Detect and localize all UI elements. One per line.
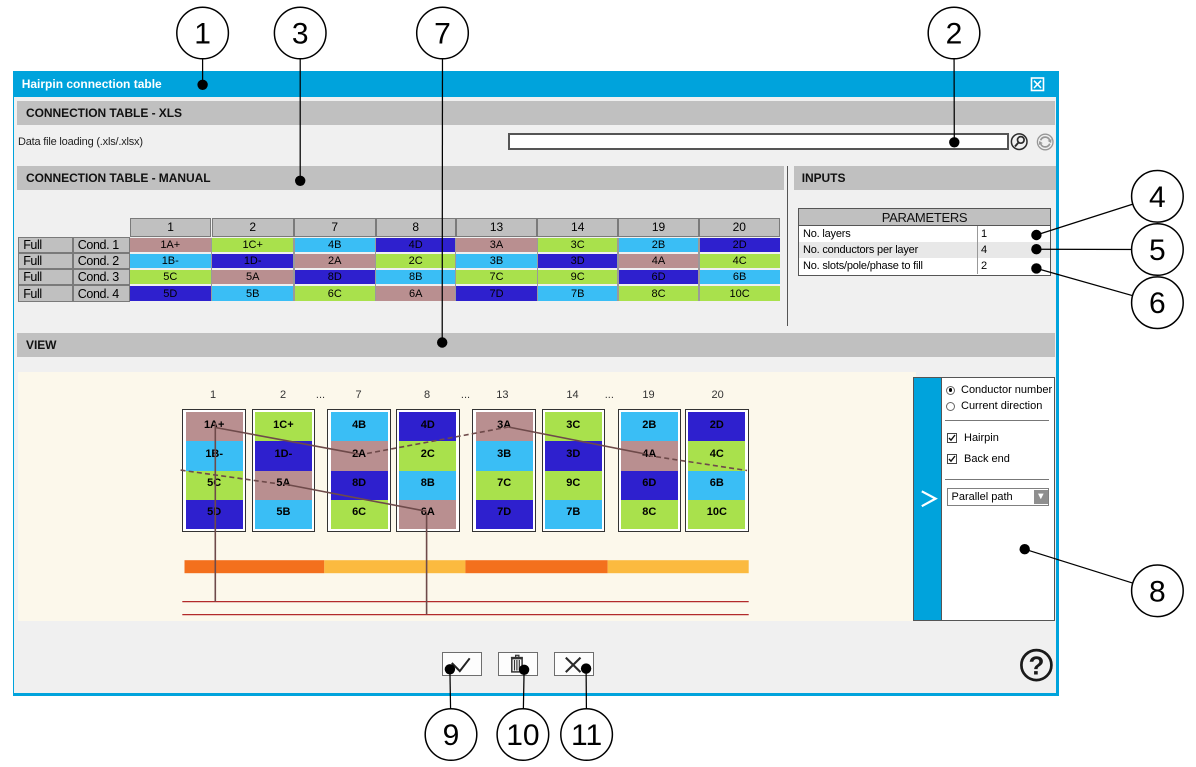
svg-text:3: 3 [292,18,309,51]
svg-text:9: 9 [443,719,460,752]
svg-text:8: 8 [1149,575,1166,608]
svg-text:11: 11 [571,719,602,752]
svg-text:4: 4 [1149,181,1166,214]
svg-text:5: 5 [1149,234,1166,267]
svg-text:10: 10 [506,719,539,752]
svg-text:2: 2 [946,18,963,51]
svg-text:6: 6 [1149,287,1166,320]
svg-text:1: 1 [194,18,211,51]
svg-text:7: 7 [434,18,451,51]
